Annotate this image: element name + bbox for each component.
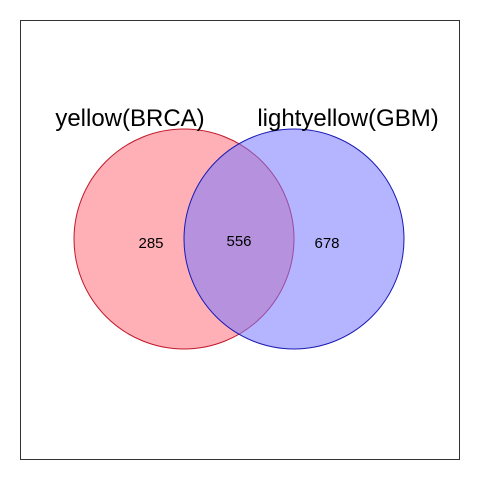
count-brca-only: 285 [138, 235, 163, 252]
set-circle-gbm [183, 128, 405, 350]
plot-frame [20, 20, 460, 460]
count-intersection: 556 [226, 233, 251, 250]
count-gbm-only: 678 [314, 235, 339, 252]
set-label-brca: yellow(BRCA) [55, 105, 204, 132]
set-label-gbm: lightyellow(GBM) [257, 105, 438, 132]
